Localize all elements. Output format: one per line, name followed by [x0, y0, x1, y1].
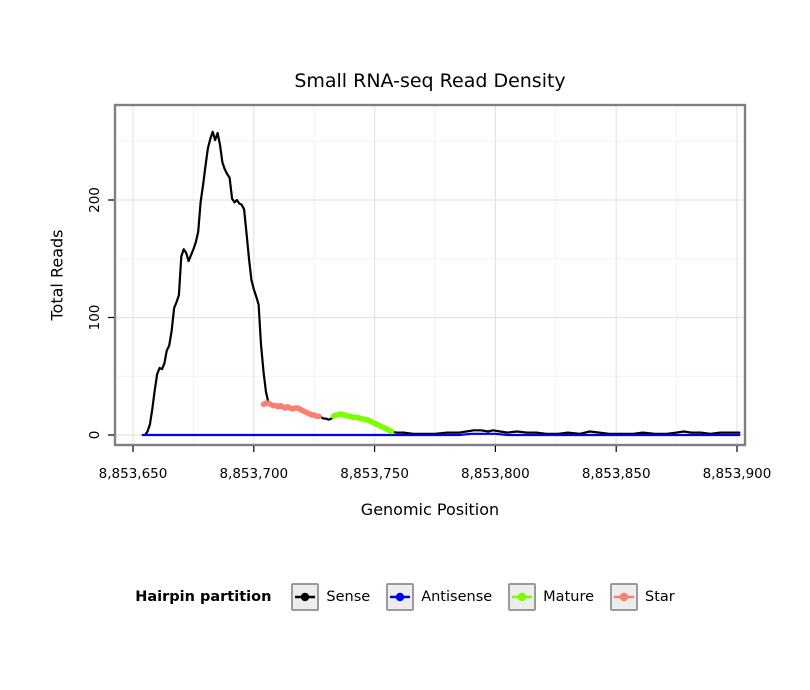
x-tick-label: 8,853,650 [99, 466, 168, 482]
panel-background [115, 105, 745, 445]
legend-key-antisense-icon [386, 583, 415, 611]
series-star [260, 400, 322, 419]
y-tick-label: 200 [87, 187, 103, 213]
legend-label: Sense [326, 589, 371, 605]
y-axis-label: Total Reads [47, 229, 67, 321]
x-tick-label: 8,853,900 [703, 466, 772, 482]
legend-item-star: Star [610, 583, 675, 611]
x-tick-label: 8,853,750 [340, 466, 409, 482]
legend: Hairpin partition Sense Antisense Mature St… [0, 583, 810, 611]
y-tick-label: 0 [87, 431, 103, 440]
panel-border [113, 103, 747, 447]
legend-label: Mature [543, 589, 595, 605]
x-axis-label: Genomic Position [360, 500, 500, 519]
legend-key-sense-icon [291, 583, 320, 611]
chart-title: Small RNA-seq Read Density [294, 70, 566, 92]
legend-item-sense: Sense [291, 583, 370, 611]
legend-label: Star [645, 589, 675, 605]
series-mature [330, 411, 395, 435]
legend-label: Antisense [421, 589, 493, 605]
y-tick-label: 100 [87, 305, 103, 331]
legend-title: Hairpin partition [135, 589, 272, 605]
legend-key-star-icon [610, 583, 639, 611]
legend-item-antisense: Antisense [386, 583, 492, 611]
legend-item-mature: Mature [508, 583, 594, 611]
series-antisense [141, 432, 741, 437]
legend-key-mature-icon [508, 583, 537, 611]
x-tick-label: 8,853,800 [461, 466, 530, 482]
x-tick-label: 8,853,850 [582, 466, 651, 482]
x-tick-label: 8,853,700 [219, 466, 288, 482]
